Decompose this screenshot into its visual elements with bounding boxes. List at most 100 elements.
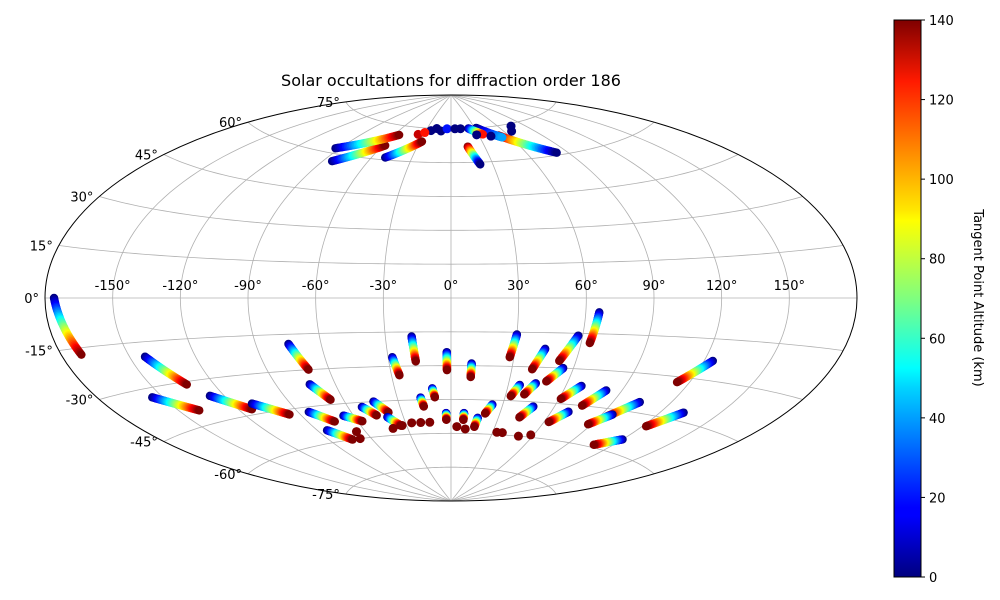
lon-tick-label: 30° <box>507 279 530 294</box>
data-point <box>352 427 361 437</box>
tick-labels: -150° -120° -90° -60° -30° 0° 30° 60° 90° 120° 150… <box>24 96 805 503</box>
lon-tick-label: -90° <box>234 279 262 294</box>
occultation-track <box>284 339 313 374</box>
colorbar-ticks: 0 20 40 60 80 100 120 140 <box>921 14 954 586</box>
track-point <box>577 401 587 410</box>
data-point <box>513 431 523 441</box>
track-point <box>555 356 564 366</box>
lon-tick-label: 90° <box>642 279 665 294</box>
occultation-track <box>641 408 688 431</box>
track-point <box>348 435 357 444</box>
map-grid <box>45 94 857 502</box>
colorbar-tick-label: 100 <box>929 173 954 188</box>
lat-tick-label: -75° <box>312 488 340 503</box>
occultation-track <box>555 331 583 366</box>
occultation-track <box>381 137 427 162</box>
occultation-track <box>585 308 604 348</box>
lat-tick-label: 60° <box>219 116 242 131</box>
occultation-track <box>148 393 204 415</box>
occultation-track <box>556 381 586 404</box>
lon-tick-label: 0° <box>444 279 459 294</box>
track-point <box>480 409 490 418</box>
lon-tick-label: 150° <box>774 279 805 294</box>
occultation-track <box>542 363 568 386</box>
track-point <box>195 406 204 415</box>
track-point <box>520 390 529 399</box>
parallel-line <box>99 196 803 231</box>
occultation-track <box>331 130 404 153</box>
colorbar-tick-label: 80 <box>929 253 946 268</box>
colorbar-gradient <box>893 19 922 578</box>
occultation-track <box>442 347 452 375</box>
occultation-track <box>327 141 390 166</box>
occultation-track <box>357 402 381 420</box>
data-point <box>472 130 482 140</box>
track-point <box>672 378 682 387</box>
lon-tick-label: -120° <box>162 279 198 294</box>
colorbar: 0 20 40 60 80 100 120 140 Tangent Point Altitud… <box>893 14 985 586</box>
track-point <box>394 130 404 140</box>
track-point <box>476 160 485 169</box>
occultation-track <box>470 413 482 432</box>
track-point <box>506 391 515 401</box>
track-point <box>641 422 651 431</box>
lon-tick-label: -60° <box>302 279 330 294</box>
track-point <box>527 365 537 374</box>
data-point <box>497 428 507 438</box>
data-points <box>49 121 718 450</box>
data-point <box>526 430 536 440</box>
track-point <box>419 402 428 411</box>
occultation-track <box>577 386 611 410</box>
track-point <box>442 415 451 425</box>
track-point <box>411 357 420 366</box>
track-point <box>358 417 367 426</box>
track-point <box>556 394 566 404</box>
occultation-track <box>407 332 420 366</box>
track-point <box>380 141 390 150</box>
track-point <box>285 410 294 419</box>
occultation-track <box>304 407 339 426</box>
data-point <box>425 417 435 427</box>
data-point <box>416 418 426 428</box>
track-point <box>505 353 514 362</box>
track-point <box>395 371 404 380</box>
lat-tick-label: -30° <box>66 394 94 409</box>
occultation-track <box>505 330 522 362</box>
data-point <box>397 421 407 431</box>
occultation-track <box>247 399 294 419</box>
occultation-track <box>369 397 393 417</box>
occultation-track <box>672 356 718 387</box>
occultation-track <box>388 353 404 380</box>
occultation-track <box>441 408 451 425</box>
parallel-line <box>58 331 844 351</box>
track-point <box>589 440 598 450</box>
occultation-track <box>544 407 573 427</box>
occultation-track <box>527 344 550 374</box>
occultation-track <box>520 379 540 399</box>
track-point <box>470 422 479 432</box>
track-point <box>430 393 440 402</box>
colorbar-tick-label: 60 <box>929 332 946 347</box>
colorbar-tick-label: 120 <box>929 94 954 109</box>
colorbar-tick-label: 140 <box>929 14 954 29</box>
occultation-track <box>428 384 440 402</box>
occultation-track <box>339 411 367 426</box>
occultation-track <box>459 408 469 425</box>
lat-tick-label: 45° <box>135 148 158 163</box>
colorbar-tick-label: 20 <box>929 491 946 506</box>
occultation-track <box>466 359 476 382</box>
track-point <box>542 377 551 386</box>
data-point <box>355 434 365 444</box>
data-point <box>420 128 430 138</box>
parallel-line <box>163 399 739 442</box>
lat-tick-label: -45° <box>130 436 158 451</box>
data-point <box>452 422 462 432</box>
track-point <box>417 137 427 146</box>
track-point <box>552 148 561 157</box>
occultation-track <box>463 142 485 169</box>
track-point <box>515 413 524 422</box>
track-point <box>585 338 594 348</box>
lat-tick-label: 0° <box>24 292 39 307</box>
data-point <box>486 131 496 141</box>
